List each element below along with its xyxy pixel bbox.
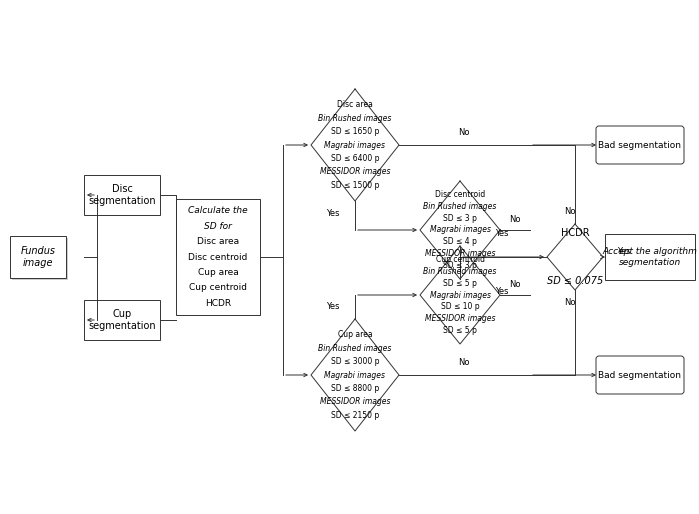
Bar xyxy=(176,199,260,315)
Text: Bin Rushed images: Bin Rushed images xyxy=(318,344,391,353)
Bar xyxy=(605,234,695,280)
Text: Magrabi images: Magrabi images xyxy=(429,290,491,300)
Text: No: No xyxy=(510,280,521,289)
Text: MESSIDOR images: MESSIDOR images xyxy=(425,314,496,323)
Text: Magrabi images: Magrabi images xyxy=(324,140,386,150)
Text: No: No xyxy=(459,128,470,137)
Text: Magrabi images: Magrabi images xyxy=(324,371,386,379)
Text: Yes: Yes xyxy=(496,229,509,238)
Polygon shape xyxy=(311,319,399,431)
Text: SD ≤ 3000 p: SD ≤ 3000 p xyxy=(331,357,380,366)
Text: Fundus
image: Fundus image xyxy=(20,246,55,268)
Text: Disc
segmentation: Disc segmentation xyxy=(88,184,156,206)
Text: MESSIDOR images: MESSIDOR images xyxy=(425,249,496,258)
Text: No: No xyxy=(564,207,576,216)
Bar xyxy=(12,238,68,280)
Text: SD ≤ 0.075: SD ≤ 0.075 xyxy=(547,276,603,286)
Text: SD ≤ 6400 p: SD ≤ 6400 p xyxy=(331,154,380,163)
Text: SD ≤ 2150 p: SD ≤ 2150 p xyxy=(331,411,379,420)
Polygon shape xyxy=(311,89,399,201)
FancyBboxPatch shape xyxy=(596,356,684,394)
Text: Cup centroid: Cup centroid xyxy=(435,255,484,264)
Text: SD ≤ 5 p: SD ≤ 5 p xyxy=(443,326,477,335)
Text: Cup area: Cup area xyxy=(198,268,238,277)
Text: HCDR: HCDR xyxy=(561,228,589,238)
Text: Cup
segmentation: Cup segmentation xyxy=(88,309,156,331)
FancyBboxPatch shape xyxy=(596,126,684,164)
Bar xyxy=(84,300,160,340)
Text: Calculate the: Calculate the xyxy=(188,206,248,215)
Text: No: No xyxy=(459,358,470,367)
Text: SD ≤ 5 p: SD ≤ 5 p xyxy=(443,279,477,288)
Text: SD for: SD for xyxy=(204,222,232,231)
Text: Yes: Yes xyxy=(496,287,509,296)
Text: SD ≤ 3 p: SD ≤ 3 p xyxy=(443,214,477,223)
Text: No: No xyxy=(564,298,576,307)
Text: Cup centroid: Cup centroid xyxy=(189,283,247,292)
Text: Yes: Yes xyxy=(617,248,630,256)
Text: Disc area: Disc area xyxy=(337,100,373,109)
Text: SD ≤ 3 p: SD ≤ 3 p xyxy=(443,261,477,270)
Text: Bin Rushed images: Bin Rushed images xyxy=(318,114,391,123)
Text: SD ≤ 4 p: SD ≤ 4 p xyxy=(443,237,477,246)
Text: HCDR: HCDR xyxy=(205,299,231,308)
Text: Yes: Yes xyxy=(326,302,340,311)
Text: Cup area: Cup area xyxy=(338,330,373,339)
Text: SD ≤ 1650 p: SD ≤ 1650 p xyxy=(331,127,379,136)
Bar xyxy=(10,236,66,278)
Text: Bad segmentation: Bad segmentation xyxy=(598,371,682,379)
Text: MESSIDOR images: MESSIDOR images xyxy=(319,397,390,407)
Text: No: No xyxy=(510,215,521,224)
Text: Disc centroid: Disc centroid xyxy=(435,190,485,199)
Text: Yes: Yes xyxy=(326,209,340,218)
Text: SD ≤ 8800 p: SD ≤ 8800 p xyxy=(331,384,379,393)
Text: MESSIDOR images: MESSIDOR images xyxy=(319,168,390,176)
Text: Disc area: Disc area xyxy=(197,237,239,246)
Text: SD ≤ 1500 p: SD ≤ 1500 p xyxy=(331,181,379,190)
Text: Bad segmentation: Bad segmentation xyxy=(598,140,682,150)
Polygon shape xyxy=(547,224,603,290)
Polygon shape xyxy=(420,246,500,344)
Text: Disc centroid: Disc centroid xyxy=(188,252,247,262)
Bar xyxy=(84,175,160,215)
Text: SD ≤ 10 p: SD ≤ 10 p xyxy=(440,302,480,311)
Polygon shape xyxy=(420,181,500,279)
Text: Magrabi images: Magrabi images xyxy=(429,226,491,234)
Text: Accept the algorithm
segmentation: Accept the algorithm segmentation xyxy=(603,247,698,267)
Text: Bin Rushed images: Bin Rushed images xyxy=(424,267,497,276)
Text: Bin Rushed images: Bin Rushed images xyxy=(424,202,497,211)
